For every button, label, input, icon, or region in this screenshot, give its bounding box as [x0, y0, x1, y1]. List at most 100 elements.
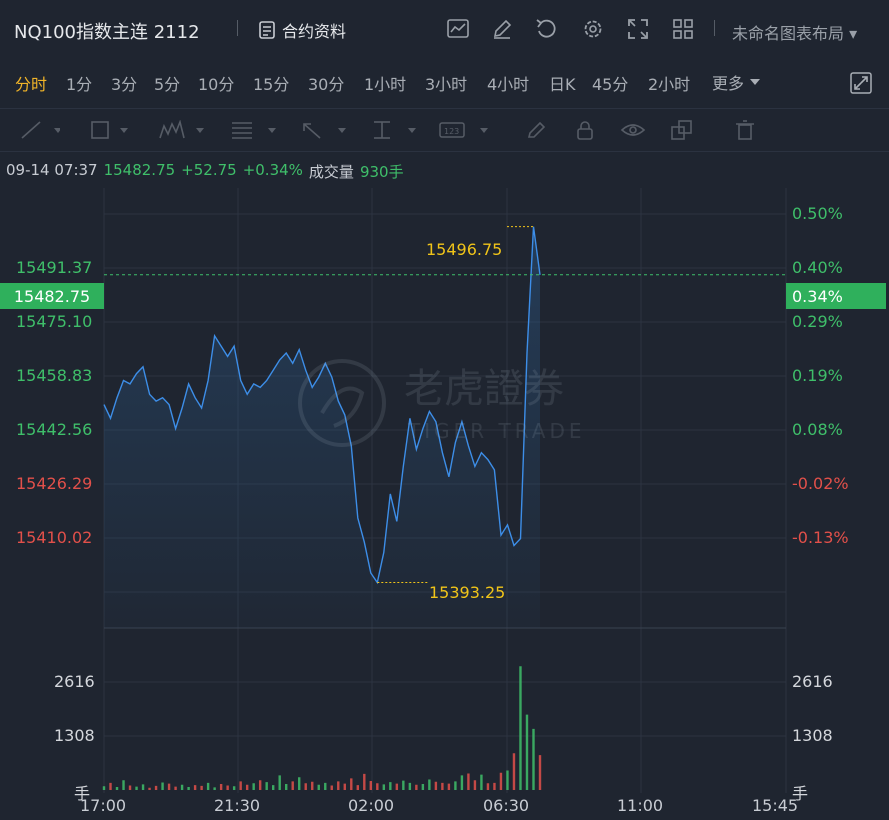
- time-axis-label: 17:00: [80, 796, 127, 815]
- timeframe-tab[interactable]: 2小时: [648, 75, 691, 94]
- volume-unit-label-right: 手: [792, 784, 809, 803]
- price-axis-label: 15491.37: [16, 258, 93, 277]
- volume-bar: [447, 783, 451, 790]
- trash-icon: [736, 120, 754, 140]
- volume-bar: [356, 785, 359, 790]
- fib-tool[interactable]: [230, 119, 278, 141]
- pct-axis-label: 0.08%: [792, 420, 843, 439]
- text-note-icon: 123: [439, 122, 488, 138]
- edit-icon[interactable]: [489, 16, 515, 42]
- volume-bar: [278, 775, 281, 790]
- volume-bar: [376, 783, 379, 790]
- quote-info-line: 09-14 07:37 15482.75 +52.75 +0.34% 成交量 9…: [6, 161, 404, 182]
- volume-bar: [187, 787, 190, 790]
- layers-icon: [671, 120, 692, 140]
- volume-bar: [538, 755, 542, 790]
- contract-info-button[interactable]: 合约资料: [258, 18, 346, 42]
- volume-bar: [200, 785, 203, 790]
- text-note-tool[interactable]: 123: [438, 119, 494, 141]
- timeframe-tab[interactable]: 4小时: [487, 75, 530, 94]
- volume-bar: [408, 782, 412, 790]
- volume-bar: [330, 785, 333, 790]
- fullscreen-icon[interactable]: [625, 16, 651, 42]
- fib-tool-icon: [232, 122, 276, 139]
- volume-bar: [460, 775, 464, 790]
- timeframe-tab[interactable]: 3小时: [425, 75, 468, 94]
- volume-bar: [441, 782, 444, 790]
- top-bar: NQ100指数主连 2112 合约资料 未命名图表布局 ▾: [0, 0, 889, 60]
- price-line: [103, 226, 541, 585]
- pattern-tool-icon: [159, 120, 204, 139]
- high-annotation: 15496.75: [426, 240, 503, 259]
- undo-icon[interactable]: [534, 16, 560, 42]
- pct-axis-label: 0.29%: [792, 312, 843, 331]
- volume-bar: [245, 784, 249, 790]
- eye-icon: [620, 124, 646, 136]
- layers-tool[interactable]: [670, 119, 694, 141]
- rectangle-tool[interactable]: [90, 119, 130, 141]
- volume-bar: [317, 784, 320, 790]
- timeframe-tab[interactable]: 45分: [592, 75, 629, 94]
- price-axis-label: 15410.02: [16, 528, 93, 547]
- chart-line-icon[interactable]: [445, 16, 471, 42]
- volume-bar: [219, 784, 223, 790]
- volume-bars: [102, 666, 542, 790]
- chart-layout-selector[interactable]: 未命名图表布局 ▾: [732, 20, 857, 44]
- volume-bar: [252, 783, 255, 790]
- volume-bar: [486, 783, 490, 790]
- price-area: [104, 226, 540, 628]
- volume-bar: [415, 784, 418, 790]
- trend-line-tool[interactable]: [20, 119, 60, 141]
- delete-tool[interactable]: [734, 119, 756, 141]
- volume-bar: [167, 783, 171, 790]
- volume-bar: [174, 786, 177, 790]
- chart-grid: [103, 188, 787, 793]
- volume-bar: [480, 774, 483, 790]
- grid-icon[interactable]: [670, 16, 696, 42]
- time-axis-label: 15:45: [752, 796, 799, 815]
- document-icon: [259, 21, 275, 39]
- timeframe-tab[interactable]: 日K: [549, 75, 576, 94]
- expand-icon[interactable]: [850, 72, 872, 94]
- timeframe-tab[interactable]: 分时: [15, 75, 48, 94]
- volume-bar: [291, 781, 294, 790]
- volume-bar: [148, 787, 151, 790]
- volume-bar: [499, 772, 503, 790]
- gear-icon[interactable]: [580, 16, 606, 42]
- volume-bar: [206, 782, 210, 790]
- pct-axis-label: 0.19%: [792, 366, 843, 385]
- visibility-tool[interactable]: [620, 119, 646, 141]
- timeframe-tab[interactable]: 30分: [308, 75, 345, 94]
- volume-bar: [512, 753, 516, 790]
- volume-bar: [109, 782, 112, 790]
- volume-bar: [395, 783, 399, 790]
- current-pct-tag: 0.34%: [786, 283, 886, 309]
- price-range-tool[interactable]: [370, 119, 418, 141]
- volume-bar: [506, 770, 509, 790]
- volume-bar: [258, 780, 262, 790]
- pattern-tool[interactable]: [158, 119, 206, 141]
- timeframe-tab[interactable]: 1小时: [364, 75, 407, 94]
- timeframe-tab[interactable]: 3分: [111, 75, 138, 94]
- volume-bar: [324, 782, 327, 790]
- volume-bar: [532, 728, 535, 790]
- timeframe-tab[interactable]: 5分: [154, 75, 181, 94]
- volume-bar: [343, 783, 346, 790]
- instrument-title[interactable]: NQ100指数主连 2112: [14, 22, 200, 43]
- pct-axis-label: -0.02%: [792, 474, 849, 493]
- lock-tool[interactable]: [574, 119, 596, 141]
- arrow-tool[interactable]: [300, 119, 348, 141]
- low-annotation: 15393.25: [429, 583, 506, 602]
- brush-tool[interactable]: [526, 119, 548, 141]
- chevron-down-icon: ▾: [849, 24, 858, 43]
- volume-bar: [135, 786, 138, 790]
- quote-price: 15482.75: [103, 161, 176, 179]
- timeframe-tab[interactable]: 15分: [253, 75, 290, 94]
- more-timeframes-button[interactable]: 更多: [712, 70, 761, 94]
- timeframe-tab[interactable]: 1分: [66, 75, 93, 94]
- pct-axis-label: -0.13%: [792, 528, 849, 547]
- price-axis-label: 15442.56: [16, 420, 93, 439]
- timeframe-tab[interactable]: 10分: [198, 75, 235, 94]
- watermark-en: TIGER TRADE: [407, 419, 586, 443]
- volume-bar: [402, 780, 405, 790]
